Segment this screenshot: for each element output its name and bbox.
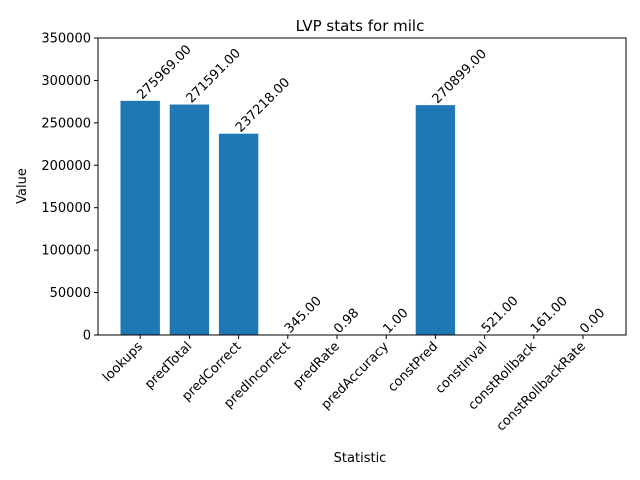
y-tick-label-50000: 50000 bbox=[50, 286, 91, 301]
y-tick-label-100000: 100000 bbox=[41, 244, 91, 259]
x-tick-label-predTotal: predTotal bbox=[142, 339, 195, 392]
x-axis: lookupspredTotalpredCorrectpredIncorrect… bbox=[100, 335, 589, 434]
bar-predTotal bbox=[169, 104, 210, 335]
value-label-predCorrect: 237218.00 bbox=[233, 75, 293, 135]
value-label-predTotal: 271591.00 bbox=[184, 46, 244, 106]
y-tick-label-200000: 200000 bbox=[41, 159, 91, 174]
y-tick-label-0: 0 bbox=[83, 329, 91, 344]
y-tick-label-250000: 250000 bbox=[41, 116, 91, 131]
y-axis-label: Value bbox=[15, 168, 30, 204]
plot-frame bbox=[97, 37, 627, 336]
bar-constPred bbox=[415, 105, 456, 336]
value-label-predAccuracy: 1.00 bbox=[380, 306, 411, 337]
value-label-constRollbackRate: 0.00 bbox=[577, 306, 608, 337]
x-axis-label: Statistic bbox=[334, 451, 387, 466]
value-label-constPred: 270899.00 bbox=[430, 47, 490, 107]
y-axis: 0 50000 100000 150000 200000 250000 300000 3500… bbox=[41, 32, 98, 344]
x-tick-label-predRate: predRate bbox=[290, 339, 343, 392]
y-tick-label-300000: 300000 bbox=[41, 74, 91, 89]
bar-lookups bbox=[120, 100, 160, 335]
x-tick-label-constRollbackRate: constRollbackRate bbox=[494, 339, 589, 434]
y-tick-label-350000: 350000 bbox=[41, 32, 91, 47]
bars-group bbox=[120, 100, 554, 336]
value-label-predRate: 0.98 bbox=[331, 306, 362, 337]
value-label-constInval: 521.00 bbox=[479, 294, 522, 337]
x-tick-label-lookups: lookups bbox=[100, 339, 146, 385]
value-label-constRollback: 161.00 bbox=[528, 294, 571, 337]
value-label-predIncorrect: 345.00 bbox=[282, 294, 325, 337]
bar-predCorrect bbox=[218, 133, 259, 335]
chart-title: LVP stats for milc bbox=[296, 17, 425, 35]
y-tick-label-150000: 150000 bbox=[41, 201, 91, 216]
